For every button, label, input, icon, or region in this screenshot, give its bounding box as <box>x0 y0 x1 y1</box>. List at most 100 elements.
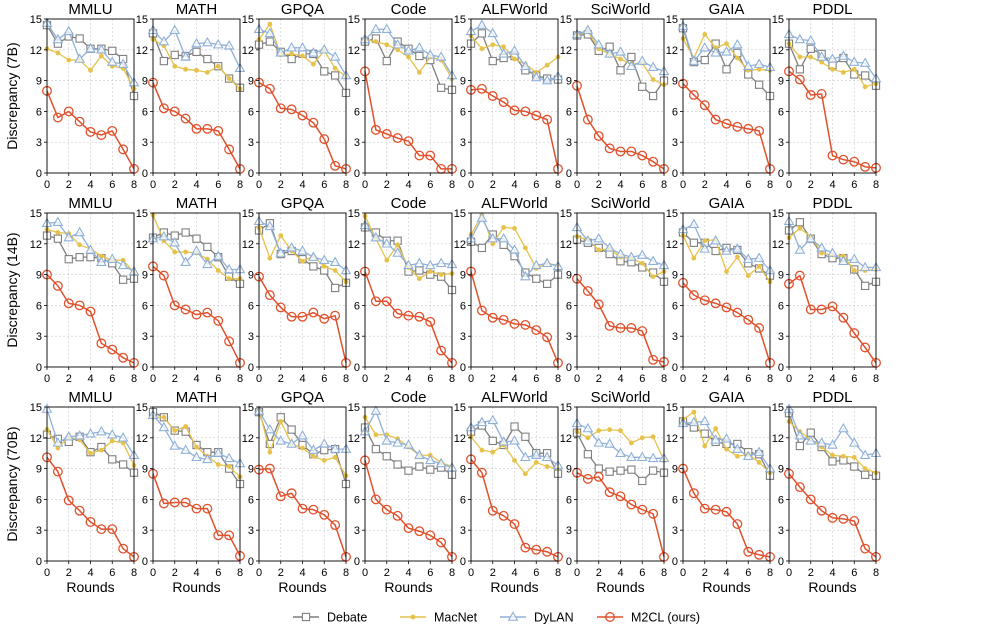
x-tick-label: 6 <box>427 567 433 579</box>
data-point <box>520 270 531 281</box>
data-point <box>52 466 63 477</box>
y-tick-label: 9 <box>460 76 466 88</box>
data-point <box>509 105 520 116</box>
data-point <box>593 232 605 243</box>
y-tick-label: 15 <box>666 402 678 414</box>
data-point <box>596 428 602 434</box>
data-point <box>370 405 382 415</box>
data-point <box>487 414 499 425</box>
data-point <box>74 226 85 237</box>
data-point <box>862 466 868 471</box>
data-point <box>604 143 615 154</box>
data-point <box>487 27 499 38</box>
data-point <box>191 503 202 514</box>
data-point <box>286 42 297 52</box>
x-axis-label: Rounds <box>596 579 644 595</box>
x-tick-label: 4 <box>617 567 623 579</box>
data-point <box>169 300 180 311</box>
y-tick-label: 3 <box>672 331 678 343</box>
y-tick-label: 6 <box>354 300 360 312</box>
data-point <box>226 276 232 282</box>
y-tick-label: 3 <box>354 525 360 537</box>
series-line <box>46 90 135 170</box>
x-tick-label: 0 <box>468 567 474 579</box>
data-point <box>191 123 202 134</box>
data-point <box>699 100 710 111</box>
row-label: Discrepancy (14B) <box>4 232 20 347</box>
data-point <box>332 268 338 273</box>
data-point <box>794 270 805 281</box>
data-point <box>688 90 699 100</box>
panel-gaia-0: GAIA 0 2 4 6 8 0 3 6 9 12 15 <box>666 1 776 191</box>
x-axis-label: Rounds <box>278 579 326 595</box>
series-line <box>576 278 665 363</box>
row-label: Discrepancy (70B) <box>4 426 20 541</box>
data-point <box>498 97 509 108</box>
y-tick-label: 0 <box>248 168 254 180</box>
data-point <box>605 467 614 476</box>
data-point <box>109 438 115 444</box>
data-point <box>170 50 179 60</box>
data-point <box>384 257 390 263</box>
data-point <box>264 83 275 94</box>
legend-label: MacNet <box>434 611 478 625</box>
legend-label: Debate <box>327 611 367 625</box>
y-tick-label: 12 <box>136 433 148 445</box>
y-tick-label: 3 <box>142 525 148 537</box>
data-point <box>520 451 531 462</box>
data-point <box>77 242 83 248</box>
data-point <box>713 426 719 431</box>
y-tick-label: 9 <box>248 76 254 88</box>
panel-pddl-0: PDDL 0 2 4 6 8 0 3 6 9 12 15 <box>772 1 882 191</box>
y-tick-label: 12 <box>666 45 678 57</box>
y-tick-label: 3 <box>460 331 466 343</box>
data-point <box>370 23 382 34</box>
x-tick-label: 4 <box>617 179 623 191</box>
data-point <box>52 112 63 123</box>
y-tick-label: 0 <box>672 362 678 374</box>
x-tick-label: 0 <box>680 179 686 191</box>
x-tick-label: 8 <box>767 373 773 385</box>
x-axis-label: Rounds <box>490 579 538 595</box>
y-tick-label: 15 <box>242 402 254 414</box>
data-point <box>158 35 170 46</box>
data-point <box>183 424 189 429</box>
data-point <box>286 488 297 499</box>
x-tick-label: 0 <box>44 567 50 579</box>
data-point <box>848 56 860 66</box>
data-point <box>118 543 129 554</box>
data-point <box>616 466 625 475</box>
data-point <box>300 445 305 451</box>
data-point <box>805 435 817 445</box>
legend-label: M2CL (ours) <box>631 611 700 625</box>
data-point <box>754 549 765 560</box>
series-line <box>258 467 347 558</box>
data-point <box>85 126 96 137</box>
data-point <box>169 440 181 450</box>
legend-label: DyLAN <box>534 611 574 625</box>
y-tick-label: 15 <box>666 14 678 26</box>
data-point <box>849 328 860 339</box>
data-point <box>593 471 604 482</box>
data-point <box>860 281 870 291</box>
legend-item-dylan: DyLAN <box>500 611 574 625</box>
data-point <box>55 50 61 56</box>
data-point <box>754 80 764 89</box>
data-point <box>52 216 64 226</box>
y-tick-label: 0 <box>672 168 678 180</box>
data-point <box>647 61 659 72</box>
panel-pddl-1: PDDL 0 2 4 6 8 0 3 6 9 12 15 <box>772 195 882 385</box>
y-tick-label: 3 <box>248 137 254 149</box>
x-tick-label: 4 <box>87 179 93 191</box>
data-point <box>275 47 287 57</box>
data-point <box>267 449 273 455</box>
x-axis-label: Rounds <box>702 579 750 595</box>
data-point <box>616 66 625 75</box>
data-point <box>512 56 517 62</box>
y-tick-label: 15 <box>30 14 42 26</box>
x-tick-label: 2 <box>172 179 178 191</box>
data-point <box>213 125 224 136</box>
x-tick-label: 0 <box>574 567 580 579</box>
x-tick-label: 4 <box>511 373 517 385</box>
panel-title: GAIA <box>709 1 745 18</box>
